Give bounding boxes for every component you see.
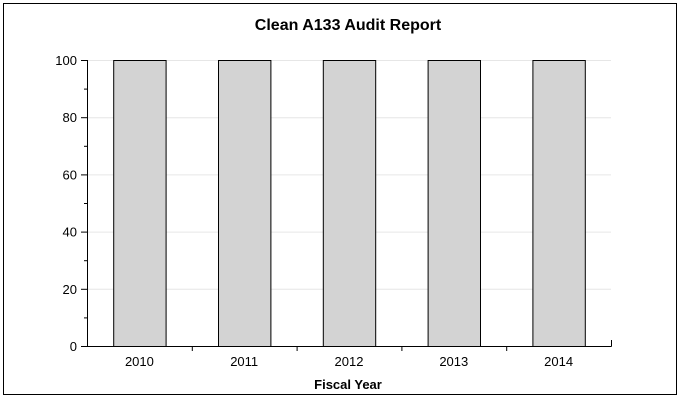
x-axis-label: Fiscal Year bbox=[314, 377, 382, 392]
y-tick-label-5: 100 bbox=[55, 53, 77, 68]
bar-2013 bbox=[427, 60, 482, 347]
y-tick-label-2: 40 bbox=[63, 225, 77, 240]
x-tick-label-2012: 2012 bbox=[335, 354, 364, 369]
axes bbox=[81, 60, 612, 351]
x-tick-label-2011: 2011 bbox=[230, 354, 258, 369]
y-tick-label-1: 20 bbox=[63, 282, 77, 297]
bars bbox=[113, 60, 586, 347]
tick-labels: 0 20 40 60 80 100 2010 2011 2012 2013 2014 bbox=[55, 53, 573, 369]
bar-2010 bbox=[113, 60, 167, 347]
bar-2011 bbox=[218, 60, 272, 347]
bar-2014 bbox=[532, 60, 586, 347]
bar-2012 bbox=[322, 60, 377, 347]
y-tick-label-4: 80 bbox=[63, 110, 77, 125]
chart-title: Clean A133 Audit Report bbox=[255, 17, 442, 34]
y-tick-label-3: 60 bbox=[63, 167, 77, 182]
y-tick-label-0: 0 bbox=[70, 339, 77, 354]
x-tick-label-2014: 2014 bbox=[544, 354, 573, 369]
x-tick-label-2010: 2010 bbox=[125, 354, 154, 369]
x-tick-label-2013: 2013 bbox=[439, 354, 468, 369]
